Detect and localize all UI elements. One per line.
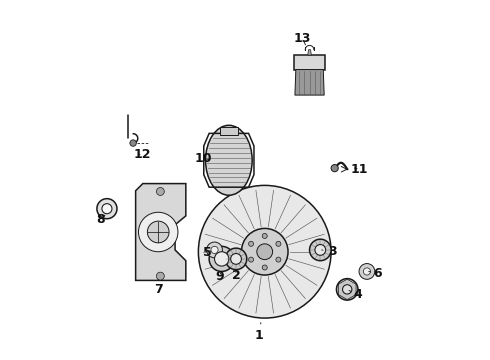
Circle shape	[248, 257, 253, 262]
Circle shape	[359, 264, 375, 279]
Circle shape	[248, 241, 253, 246]
Circle shape	[147, 221, 169, 243]
Circle shape	[225, 248, 247, 270]
Circle shape	[156, 188, 164, 195]
Polygon shape	[136, 184, 186, 280]
Text: 11: 11	[351, 163, 368, 176]
Circle shape	[102, 204, 112, 214]
Circle shape	[198, 185, 331, 318]
Polygon shape	[295, 69, 324, 95]
Circle shape	[262, 265, 267, 270]
Circle shape	[262, 233, 267, 238]
Circle shape	[97, 199, 117, 219]
Circle shape	[364, 268, 370, 275]
Text: 5: 5	[203, 246, 212, 259]
Circle shape	[139, 212, 178, 252]
Text: 7: 7	[154, 280, 163, 296]
Text: 2: 2	[232, 269, 241, 282]
Ellipse shape	[205, 125, 252, 195]
Circle shape	[207, 242, 222, 258]
Circle shape	[276, 241, 281, 246]
Circle shape	[337, 279, 358, 300]
Circle shape	[130, 140, 136, 146]
Text: 10: 10	[195, 152, 213, 165]
FancyBboxPatch shape	[220, 127, 238, 135]
Circle shape	[276, 257, 281, 262]
Circle shape	[156, 272, 164, 280]
Text: 3: 3	[322, 245, 337, 258]
Circle shape	[231, 253, 242, 264]
Text: 9: 9	[216, 270, 224, 283]
Circle shape	[209, 246, 234, 271]
Circle shape	[343, 285, 352, 294]
Circle shape	[211, 246, 218, 253]
Polygon shape	[294, 55, 325, 69]
Text: 13: 13	[294, 32, 311, 45]
Polygon shape	[308, 50, 311, 55]
Circle shape	[315, 244, 326, 255]
Text: 6: 6	[368, 267, 382, 280]
Circle shape	[310, 239, 331, 261]
Circle shape	[215, 252, 229, 266]
Text: 4: 4	[349, 288, 362, 301]
Text: 1: 1	[255, 323, 264, 342]
Text: 12: 12	[134, 148, 151, 161]
Circle shape	[257, 244, 272, 260]
Circle shape	[331, 165, 338, 172]
Circle shape	[242, 228, 288, 275]
Text: 8: 8	[97, 213, 105, 226]
